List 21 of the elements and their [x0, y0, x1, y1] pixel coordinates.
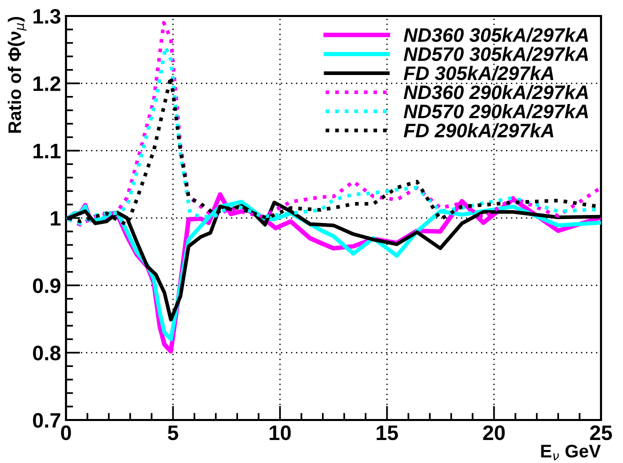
y-tick-label: 0.9 — [33, 278, 60, 294]
x-tick-label: 20 — [483, 425, 505, 440]
legend-label: FD 305kA/297kA — [404, 66, 554, 80]
legend-label: ND360 290kA/297kA — [404, 84, 588, 100]
legend-label: ND570 305kA/297kA — [404, 46, 588, 62]
y-axis-title: Ratio of Φ(ν$_{μ}$) — [8, 16, 27, 133]
y-tick-label: 1.1 — [33, 144, 61, 158]
x-tick-label: 15 — [376, 426, 398, 440]
y-tick-label: 1 — [50, 211, 61, 226]
x-tick-label: 0 — [61, 425, 71, 440]
x-tick-label: 5 — [168, 426, 178, 440]
legend-label: ND360 305kA/297kA — [404, 28, 588, 42]
y-tick-label: 1.3 — [33, 9, 60, 24]
y-tick-label: 0.8 — [33, 346, 60, 360]
x-tick-label: 10 — [270, 425, 291, 440]
y-tick-label: 1.2 — [33, 76, 60, 91]
legend-label: ND570 290kA/297kA — [404, 104, 588, 119]
x-axis-title: E$_{ν}$ GeV — [541, 444, 601, 460]
y-tick-label: 0.7 — [33, 413, 60, 428]
x-tick-label: 25 — [590, 425, 612, 440]
legend-label: FD 290kA/297kA — [404, 123, 554, 138]
